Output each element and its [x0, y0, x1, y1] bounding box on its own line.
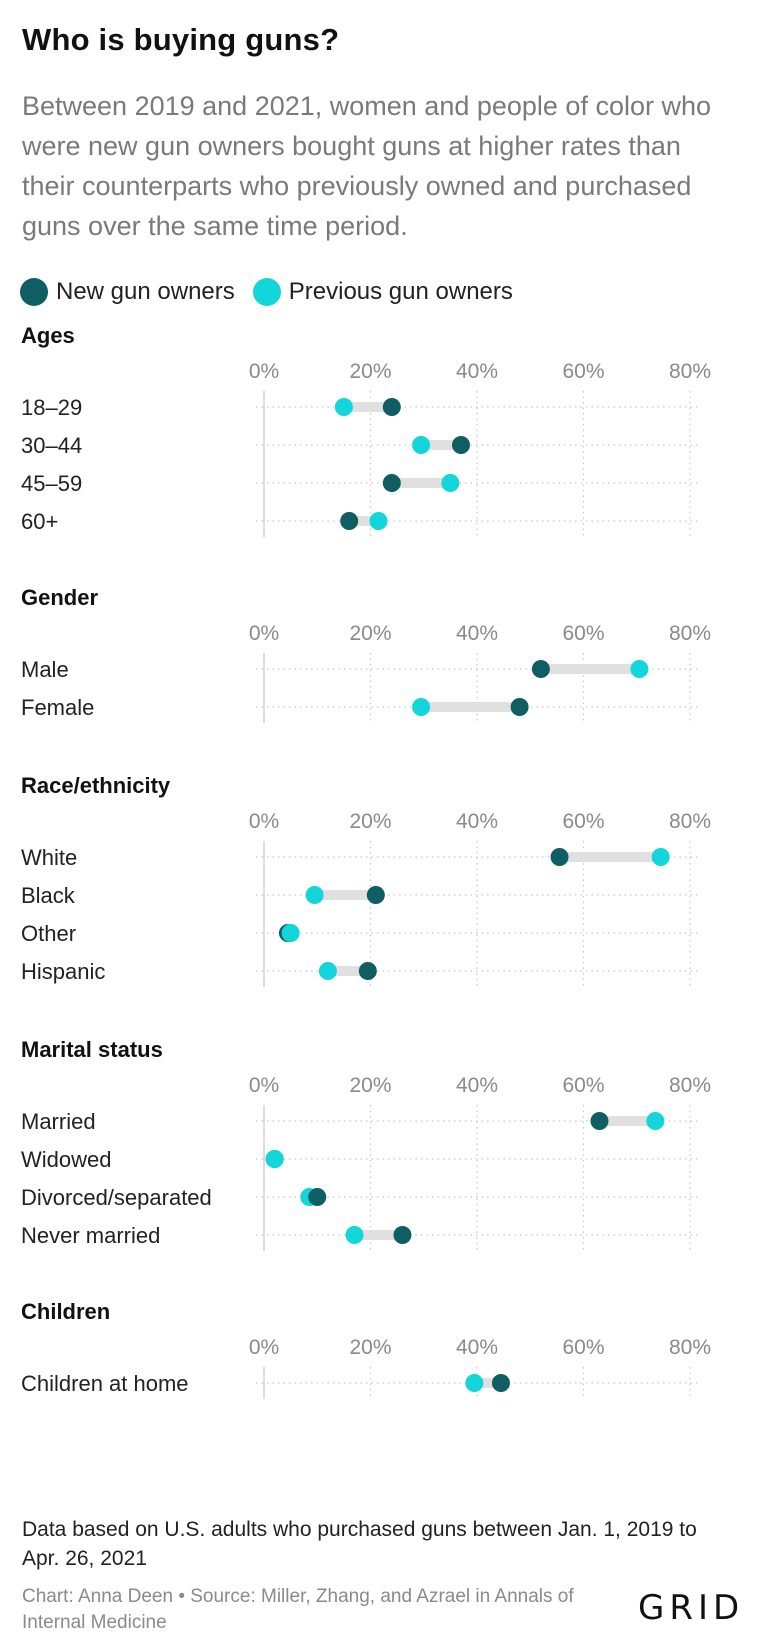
x-tick-label: 80% — [669, 810, 711, 833]
dot-new-gun-owners — [510, 698, 529, 716]
dot-previous-gun-owners — [441, 474, 460, 492]
x-tick-label: 60% — [562, 360, 604, 383]
dot-previous-gun-owners — [465, 1374, 484, 1392]
row-label: Male — [21, 657, 69, 682]
x-tick-label: 40% — [456, 360, 498, 383]
dot-new-gun-owners — [382, 474, 401, 492]
x-tick-label: 80% — [669, 622, 711, 645]
dot-previous-gun-owners — [318, 962, 337, 980]
data-note: Data based on U.S. adults who purchased … — [22, 1518, 697, 1570]
row-label: Widowed — [21, 1147, 111, 1172]
chart-title: Who is buying guns? — [22, 22, 340, 57]
x-tick-label: 80% — [669, 360, 711, 383]
x-tick-label: 0% — [249, 622, 279, 645]
dot-previous-gun-owners — [281, 924, 300, 942]
x-tick-label: 40% — [456, 622, 498, 645]
dot-previous-gun-owners — [630, 660, 649, 678]
row-label: Hispanic — [21, 959, 105, 984]
panel-title-gender: Gender — [21, 585, 98, 610]
legend: New gun owners Previous gun owners — [20, 276, 531, 308]
dot-new-gun-owners — [550, 848, 569, 866]
x-tick-label: 0% — [249, 360, 279, 383]
row-label: 30–44 — [21, 433, 82, 458]
dot-previous-gun-owners — [305, 886, 324, 904]
x-tick-label: 80% — [669, 1074, 711, 1097]
x-tick-label: 20% — [349, 360, 391, 383]
dot-previous-gun-owners — [412, 436, 431, 454]
panel-title-ages: Ages — [21, 323, 75, 348]
dot-new-gun-owners — [382, 398, 401, 416]
x-tick-label: 40% — [456, 1074, 498, 1097]
dot-new-gun-owners — [393, 1226, 412, 1244]
x-tick-label: 20% — [349, 1336, 391, 1359]
dot-previous-gun-owners — [369, 512, 388, 530]
dot-new-gun-owners — [590, 1112, 609, 1130]
x-tick-label: 60% — [562, 622, 604, 645]
dot-new-gun-owners — [531, 660, 550, 678]
row-label: 18–29 — [21, 395, 82, 420]
x-tick-label: 40% — [456, 1336, 498, 1359]
x-tick-label: 80% — [669, 1336, 711, 1359]
dot-new-gun-owners — [308, 1188, 327, 1206]
panel-title-race-ethnicity: Race/ethnicity — [21, 773, 171, 798]
dot-new-gun-owners — [491, 1374, 510, 1392]
row-label: Children at home — [21, 1371, 189, 1396]
dot-new-gun-owners — [340, 512, 359, 530]
dot-previous-gun-owners — [334, 398, 353, 416]
panel-title-marital-status: Marital status — [21, 1037, 163, 1062]
legend-label-previous: Previous gun owners — [288, 278, 513, 305]
x-tick-label: 60% — [562, 1336, 604, 1359]
row-label: White — [21, 845, 77, 870]
dot-previous-gun-owners — [646, 1112, 665, 1130]
legend-label-new: New gun owners — [56, 278, 235, 305]
legend-item-new: New gun owners — [20, 278, 235, 306]
row-label: Black — [21, 883, 76, 908]
dot-previous-gun-owners — [412, 698, 431, 716]
x-tick-label: 0% — [249, 810, 279, 833]
chart-subtitle: Between 2019 and 2021, women and people … — [22, 91, 712, 241]
source-credit: Chart: Anna Deen • Source: Miller, Zhang… — [22, 1586, 574, 1633]
x-tick-label: 20% — [349, 810, 391, 833]
row-label: Divorced/separated — [21, 1185, 212, 1210]
panel-title-children: Children — [21, 1299, 110, 1324]
legend-swatch-new — [20, 278, 48, 306]
x-tick-label: 40% — [456, 810, 498, 833]
row-label: Married — [21, 1109, 96, 1134]
x-tick-label: 20% — [349, 622, 391, 645]
x-tick-label: 20% — [349, 1074, 391, 1097]
row-label: Never married — [21, 1223, 160, 1248]
x-tick-label: 0% — [249, 1074, 279, 1097]
x-tick-label: 0% — [249, 1336, 279, 1359]
row-label: 60+ — [21, 509, 58, 534]
dot-previous-gun-owners — [345, 1226, 364, 1244]
row-label: 45–59 — [21, 471, 82, 496]
dot-new-gun-owners — [452, 436, 471, 454]
x-tick-label: 60% — [562, 1074, 604, 1097]
legend-swatch-previous — [252, 278, 281, 306]
dot-new-gun-owners — [366, 886, 385, 904]
legend-item-previous: Previous gun owners — [252, 278, 513, 306]
row-label: Female — [21, 695, 94, 720]
x-tick-label: 60% — [562, 810, 604, 833]
grid-logo: GRID — [638, 1588, 745, 1628]
dot-previous-gun-owners — [651, 848, 670, 866]
dot-previous-gun-owners — [265, 1150, 284, 1168]
dot-new-gun-owners — [358, 962, 377, 980]
row-label: Other — [21, 921, 76, 946]
